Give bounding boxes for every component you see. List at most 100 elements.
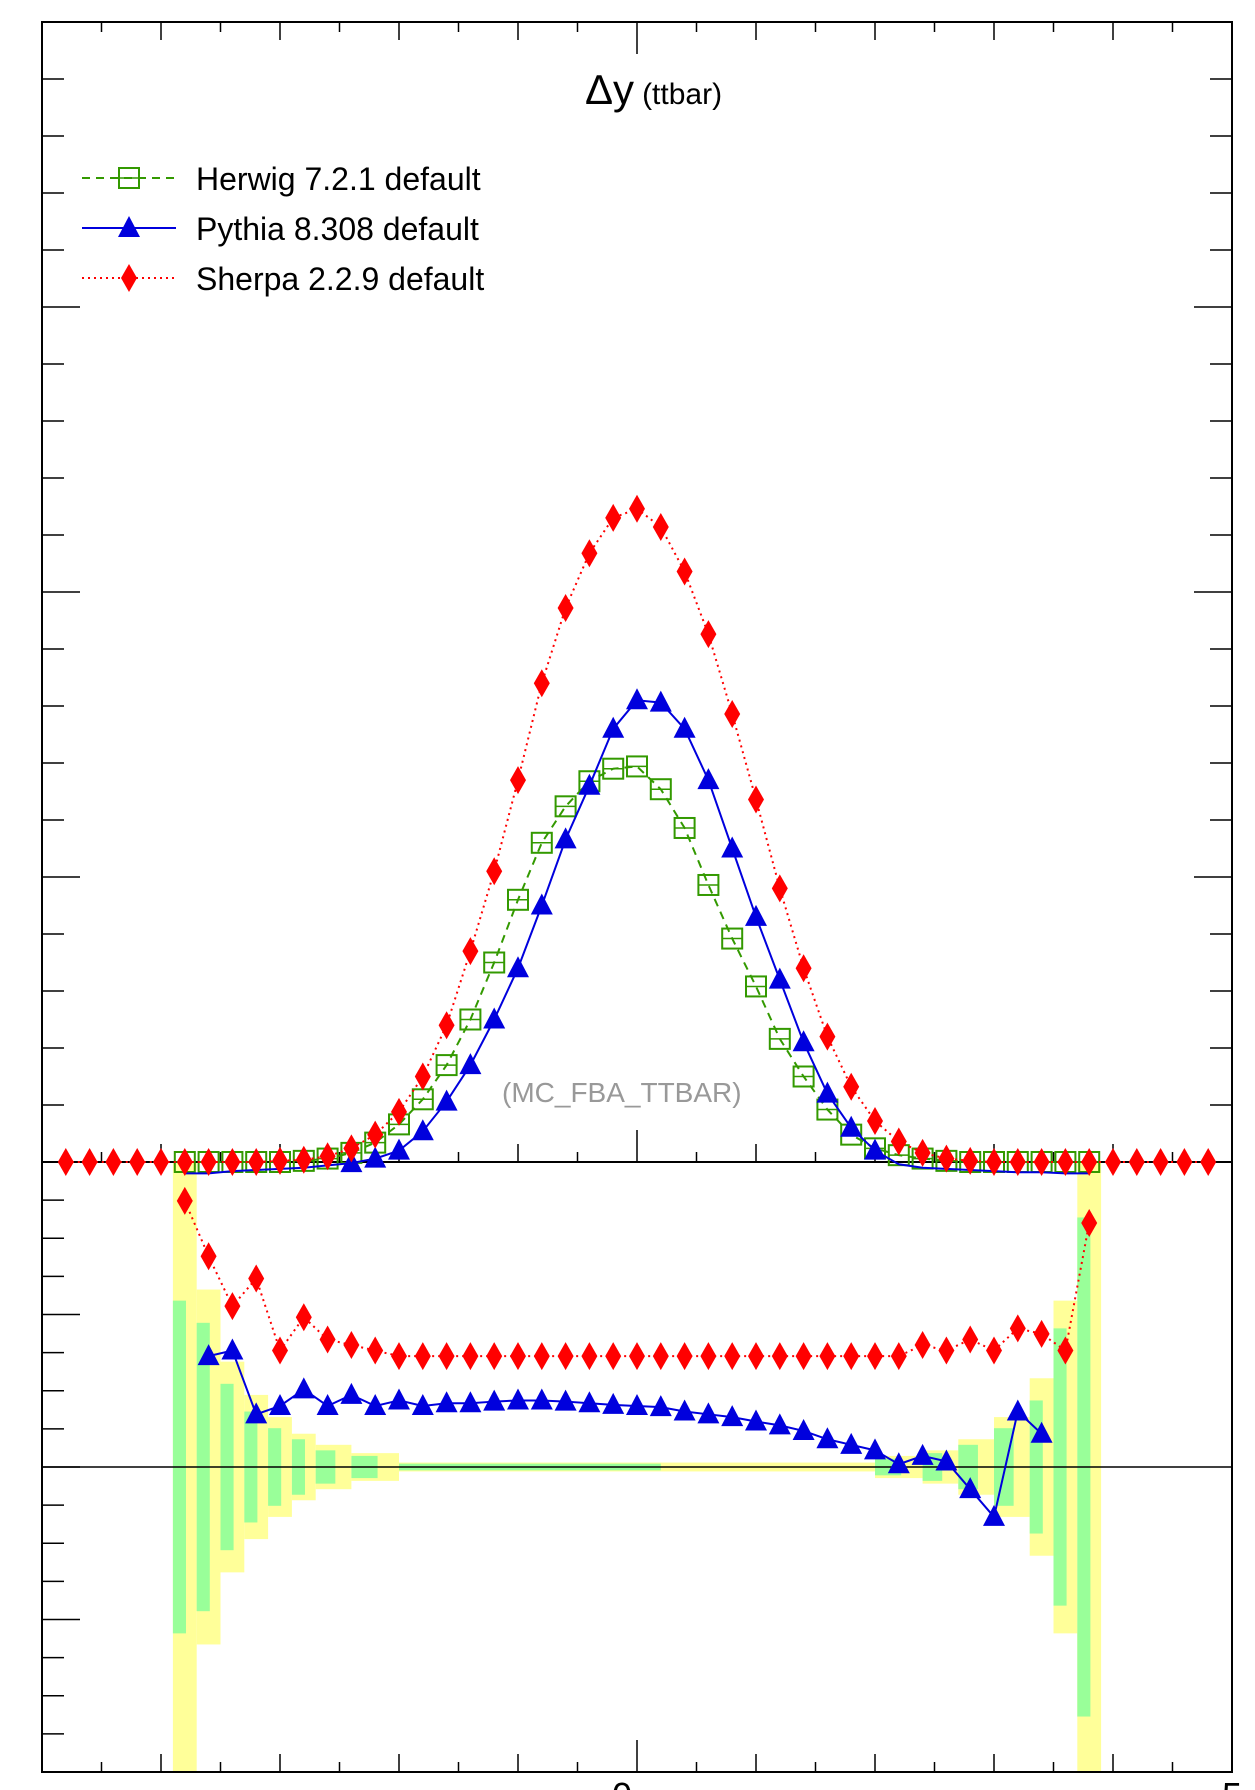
ratio-point-s0-18 — [626, 1394, 648, 1415]
ratio-point-s0-3 — [269, 1394, 291, 1415]
ratio-point-s0-2 — [245, 1402, 268, 1424]
main-point-s2-20 — [533, 669, 550, 698]
main-point-s2-25 — [652, 513, 669, 542]
main-point-s1-17 — [578, 773, 601, 795]
main-point-s2-14 — [391, 1097, 407, 1126]
ratio-point-s0-29 — [887, 1452, 910, 1474]
main-point-s2-26 — [676, 557, 693, 586]
ratio-point-s1-29 — [867, 1342, 883, 1371]
main-point-s2-22 — [581, 539, 598, 568]
ratio-point-s1-10 — [414, 1342, 431, 1371]
main-point-s0-22 — [697, 873, 720, 896]
ratio-point-s0-26 — [816, 1427, 839, 1449]
main-point-s0-23 — [721, 927, 744, 950]
main-point-s2-18 — [486, 857, 503, 886]
x-tick-label-0: 0 — [612, 1775, 632, 1790]
main-point-s2-19 — [510, 766, 526, 795]
main-point-s1-18 — [602, 716, 625, 738]
main-point-s2-21 — [557, 593, 574, 622]
chart-title-suffix: (ttbar) — [642, 78, 722, 111]
ratio-point-s1-25 — [771, 1342, 788, 1371]
main-point-s0-24 — [745, 975, 767, 998]
ratio-point-s0-25 — [792, 1418, 815, 1440]
main-point-s2-1 — [81, 1148, 98, 1176]
ratio-point-s1-21 — [676, 1342, 693, 1371]
main-point-s2-36 — [914, 1138, 931, 1167]
ratio-point-s0-9 — [411, 1394, 434, 1415]
main-point-s0-14 — [507, 888, 529, 911]
main-point-s1-22 — [697, 768, 720, 790]
ratio-point-s1-1 — [200, 1242, 217, 1271]
ratio-point-s1-9 — [391, 1342, 407, 1371]
ratio-point-s0-24 — [768, 1413, 791, 1435]
main-point-s2-27 — [700, 620, 717, 649]
main-point-s2-29 — [748, 785, 764, 814]
main-point-s2-28 — [724, 699, 741, 728]
ratio-point-s0-32 — [959, 1477, 982, 1499]
main-point-s2-38 — [962, 1146, 979, 1175]
ratio-point-s0-20 — [673, 1399, 696, 1421]
main-point-s2-47 — [1176, 1148, 1193, 1176]
main-point-s0-15 — [530, 831, 553, 854]
legend-sherpa-label: Sherpa 2.2.9 default — [196, 261, 484, 297]
main-point-s2-42 — [1057, 1148, 1074, 1176]
ratio-point-s1-22 — [700, 1342, 717, 1371]
main-point-s1-21 — [673, 716, 696, 738]
ratio-point-s0-16 — [578, 1391, 601, 1413]
main-point-s0-10 — [411, 1088, 434, 1111]
ratio-point-s0-6 — [340, 1382, 363, 1404]
ratio-point-s0-5 — [316, 1394, 339, 1415]
main-point-s2-0 — [57, 1148, 74, 1176]
ratio-point-s1-35 — [1009, 1314, 1026, 1343]
ratio-point-s1-18 — [605, 1342, 622, 1371]
legend-pythia-marker — [82, 216, 176, 237]
ratio-point-s1-19 — [629, 1342, 645, 1371]
ratio-point-s1-8 — [367, 1336, 384, 1365]
main-point-s1-19 — [626, 688, 648, 710]
ratio-point-s0-4 — [292, 1377, 315, 1399]
ratio-point-s1-0 — [176, 1186, 193, 1215]
ratio-point-s1-5 — [295, 1303, 312, 1332]
main-point-s2-17 — [462, 937, 479, 966]
main-point-s0-19 — [626, 755, 648, 778]
main-point-s2-6 — [200, 1148, 217, 1176]
legend-sherpa-marker — [82, 264, 176, 292]
main-point-s2-46 — [1152, 1148, 1169, 1176]
main-point-s2-7 — [224, 1148, 241, 1176]
main-point-s2-43 — [1081, 1148, 1098, 1176]
main-point-s1-20 — [649, 690, 672, 712]
leg-herwig-mark-symbol — [118, 167, 140, 189]
ratio-point-s0-35 — [1030, 1421, 1053, 1443]
ratio-point-s0-11 — [459, 1391, 482, 1413]
legend-herwig-marker — [82, 167, 176, 189]
leg-sherpa-mark-symbol — [121, 264, 137, 292]
main-point-s2-2 — [105, 1148, 122, 1176]
ratio-point-s1-36 — [1033, 1319, 1050, 1348]
main-point-s2-44 — [1105, 1148, 1121, 1176]
ratio-point-s1-28 — [843, 1342, 860, 1371]
ratio-point-s0-14 — [530, 1388, 553, 1410]
main-point-s2-30 — [771, 874, 788, 903]
legend-herwig-label: Herwig 7.2.1 default — [196, 161, 481, 197]
main-point-s0-13 — [483, 951, 506, 974]
ratio-point-s0-31 — [935, 1449, 958, 1471]
ratio-point-s0-17 — [602, 1392, 625, 1414]
main-point-s0-26 — [792, 1065, 815, 1088]
main-point-s2-3 — [129, 1148, 146, 1176]
ratio-point-s1-38 — [1081, 1209, 1098, 1237]
ratio-point-s0-23 — [745, 1409, 767, 1431]
ratio-point-s0-1 — [221, 1338, 244, 1360]
main-point-s2-5 — [176, 1148, 193, 1176]
ratio-point-s1-3 — [248, 1264, 265, 1293]
ratio-point-s0-22 — [721, 1405, 744, 1427]
ratio-point-s1-34 — [986, 1336, 1002, 1365]
main-point-s2-13 — [367, 1120, 384, 1149]
main-point-s1-24 — [745, 904, 767, 926]
main-point-s2-45 — [1128, 1148, 1145, 1176]
main-point-s2-9 — [272, 1146, 288, 1175]
ratio-series-line-0 — [208, 1349, 1043, 1520]
main-point-s2-48 — [1200, 1148, 1217, 1176]
main-point-s1-14 — [507, 956, 529, 978]
main-point-s1-25 — [768, 967, 791, 989]
main-point-s2-35 — [890, 1127, 907, 1156]
